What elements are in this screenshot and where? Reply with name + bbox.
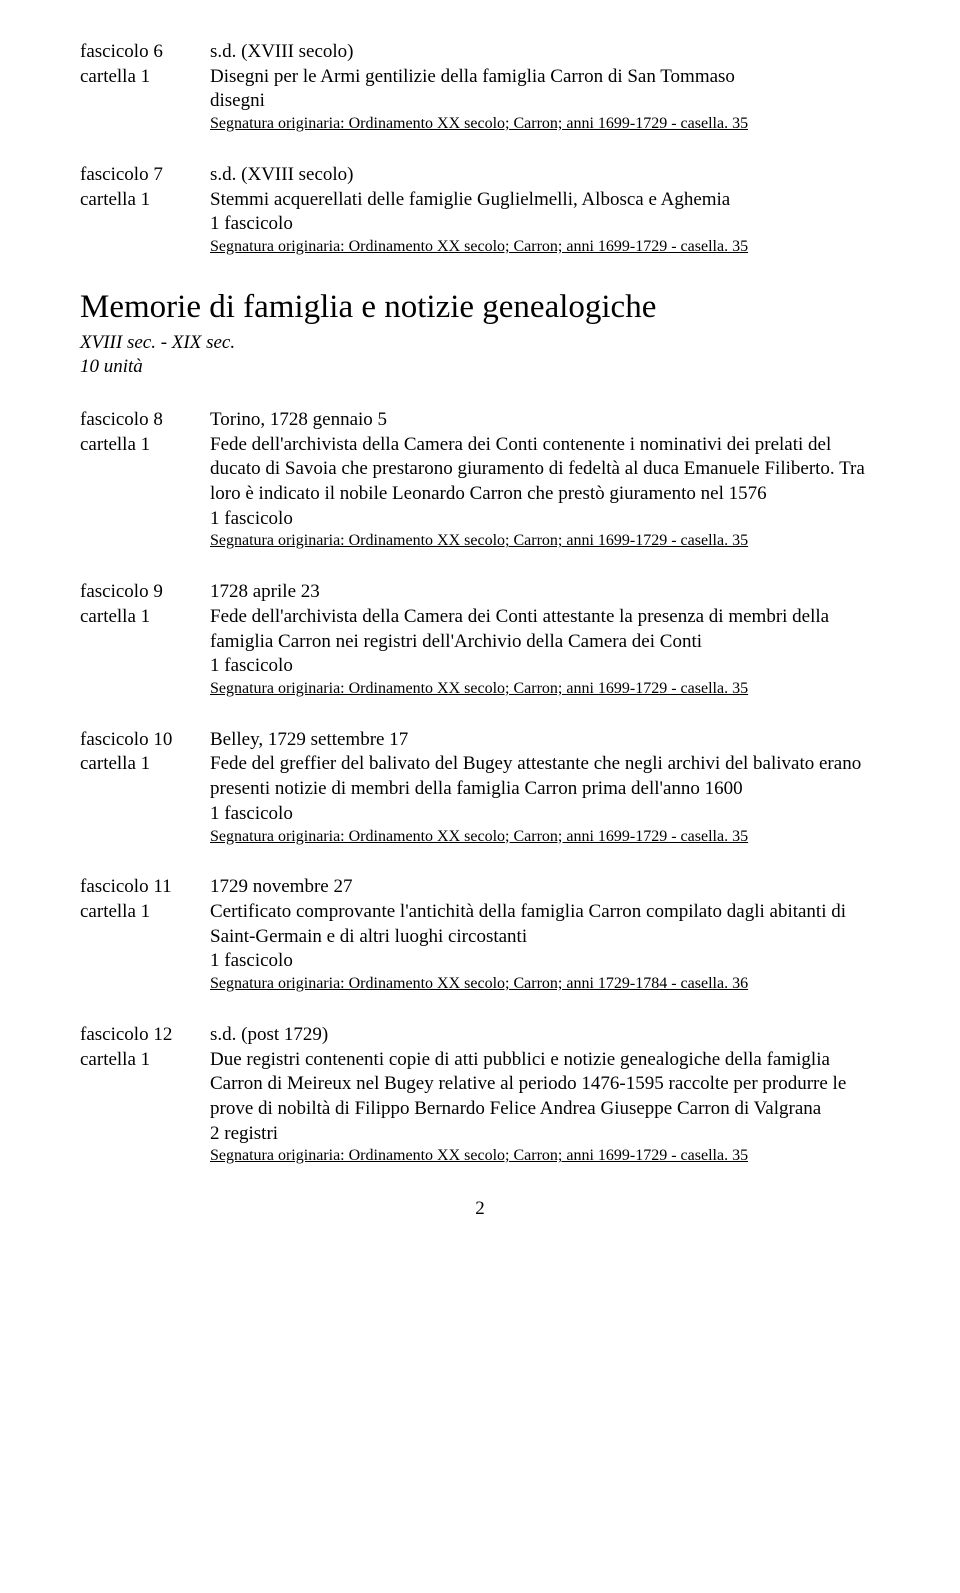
cartella-label: cartella 1 — [80, 900, 192, 925]
entry-label-column: fascicolo 10 cartella 1 — [80, 728, 210, 848]
entry-count: 1 fascicolo — [210, 507, 880, 532]
archive-entry: fascicolo 10 cartella 1 Belley, 1729 set… — [80, 728, 880, 848]
entry-count: 2 registri — [210, 1122, 880, 1147]
section-unit-count: 10 unità — [80, 355, 880, 380]
entry-content-column: s.d. (XVIII secolo) Disegni per le Armi … — [210, 40, 880, 135]
entry-signature: Segnatura originaria: Ordinamento XX sec… — [210, 827, 880, 848]
entry-signature: Segnatura originaria: Ordinamento XX sec… — [210, 679, 880, 700]
cartella-label: cartella 1 — [80, 188, 192, 213]
cartella-label: cartella 1 — [80, 752, 192, 777]
archive-entry: fascicolo 9 cartella 1 1728 aprile 23 Fe… — [80, 580, 880, 700]
entry-label-column: fascicolo 12 cartella 1 — [80, 1023, 210, 1167]
entry-title: Fede del greffier del balivato del Bugey… — [210, 752, 880, 801]
entry-content-column: s.d. (XVIII secolo) Stemmi acquerellati … — [210, 163, 880, 258]
entry-count: 1 fascicolo — [210, 212, 880, 237]
entry-title: Stemmi acquerellati delle famiglie Gugli… — [210, 188, 880, 213]
top-entries: fascicolo 6 cartella 1 s.d. (XVIII secol… — [80, 40, 880, 258]
fascicolo-label: fascicolo 8 — [80, 408, 192, 433]
archive-entry: fascicolo 12 cartella 1 s.d. (post 1729)… — [80, 1023, 880, 1167]
section-header: Memorie di famiglia e notizie genealogic… — [80, 286, 880, 380]
entry-signature: Segnatura originaria: Ordinamento XX sec… — [210, 974, 880, 995]
cartella-label: cartella 1 — [80, 1048, 192, 1073]
archive-entry: fascicolo 8 cartella 1 Torino, 1728 genn… — [80, 408, 880, 552]
page-number: 2 — [80, 1197, 880, 1222]
entry-label-column: fascicolo 7 cartella 1 — [80, 163, 210, 258]
entry-date: 1728 aprile 23 — [210, 580, 880, 605]
entry-signature: Segnatura originaria: Ordinamento XX sec… — [210, 1146, 880, 1167]
section-heading: Memorie di famiglia e notizie genealogic… — [80, 286, 880, 329]
section-subheading: XVIII sec. - XIX sec. 10 unità — [80, 331, 880, 380]
entry-signature: Segnatura originaria: Ordinamento XX sec… — [210, 114, 880, 135]
fascicolo-label: fascicolo 10 — [80, 728, 192, 753]
entry-count: 1 fascicolo — [210, 802, 880, 827]
entry-content-column: Belley, 1729 settembre 17 Fede del greff… — [210, 728, 880, 848]
fascicolo-label: fascicolo 11 — [80, 875, 192, 900]
entry-date: Torino, 1728 gennaio 5 — [210, 408, 880, 433]
entry-signature: Segnatura originaria: Ordinamento XX sec… — [210, 531, 880, 552]
entry-title: Due registri contenenti copie di atti pu… — [210, 1048, 880, 1122]
archive-entry: fascicolo 11 cartella 1 1729 novembre 27… — [80, 875, 880, 995]
cartella-label: cartella 1 — [80, 605, 192, 630]
entry-label-column: fascicolo 9 cartella 1 — [80, 580, 210, 700]
entry-content-column: s.d. (post 1729) Due registri contenenti… — [210, 1023, 880, 1167]
entry-label-column: fascicolo 6 cartella 1 — [80, 40, 210, 135]
entry-label-column: fascicolo 8 cartella 1 — [80, 408, 210, 552]
fascicolo-label: fascicolo 9 — [80, 580, 192, 605]
cartella-label: cartella 1 — [80, 65, 192, 90]
archive-entry: fascicolo 7 cartella 1 s.d. (XVIII secol… — [80, 163, 880, 258]
entry-content-column: Torino, 1728 gennaio 5 Fede dell'archivi… — [210, 408, 880, 552]
entry-date: s.d. (post 1729) — [210, 1023, 880, 1048]
entry-date: s.d. (XVIII secolo) — [210, 40, 880, 65]
archive-entry: fascicolo 6 cartella 1 s.d. (XVIII secol… — [80, 40, 880, 135]
entry-title: Certificato comprovante l'antichità dell… — [210, 900, 880, 949]
entry-title: Disegni per le Armi gentilizie della fam… — [210, 65, 880, 90]
entry-content-column: 1729 novembre 27 Certificato comprovante… — [210, 875, 880, 995]
entry-signature: Segnatura originaria: Ordinamento XX sec… — [210, 237, 880, 258]
entry-count: 1 fascicolo — [210, 949, 880, 974]
entry-title: Fede dell'archivista della Camera dei Co… — [210, 605, 880, 654]
fascicolo-label: fascicolo 7 — [80, 163, 192, 188]
section-period: XVIII sec. - XIX sec. — [80, 331, 880, 356]
entry-content-column: 1728 aprile 23 Fede dell'archivista dell… — [210, 580, 880, 700]
cartella-label: cartella 1 — [80, 433, 192, 458]
entry-date: 1729 novembre 27 — [210, 875, 880, 900]
entry-count: disegni — [210, 89, 880, 114]
fascicolo-label: fascicolo 6 — [80, 40, 192, 65]
entry-title: Fede dell'archivista della Camera dei Co… — [210, 433, 880, 507]
entry-date: Belley, 1729 settembre 17 — [210, 728, 880, 753]
fascicolo-label: fascicolo 12 — [80, 1023, 192, 1048]
entry-label-column: fascicolo 11 cartella 1 — [80, 875, 210, 995]
entry-count: 1 fascicolo — [210, 654, 880, 679]
entry-date: s.d. (XVIII secolo) — [210, 163, 880, 188]
bottom-entries: fascicolo 8 cartella 1 Torino, 1728 genn… — [80, 408, 880, 1167]
